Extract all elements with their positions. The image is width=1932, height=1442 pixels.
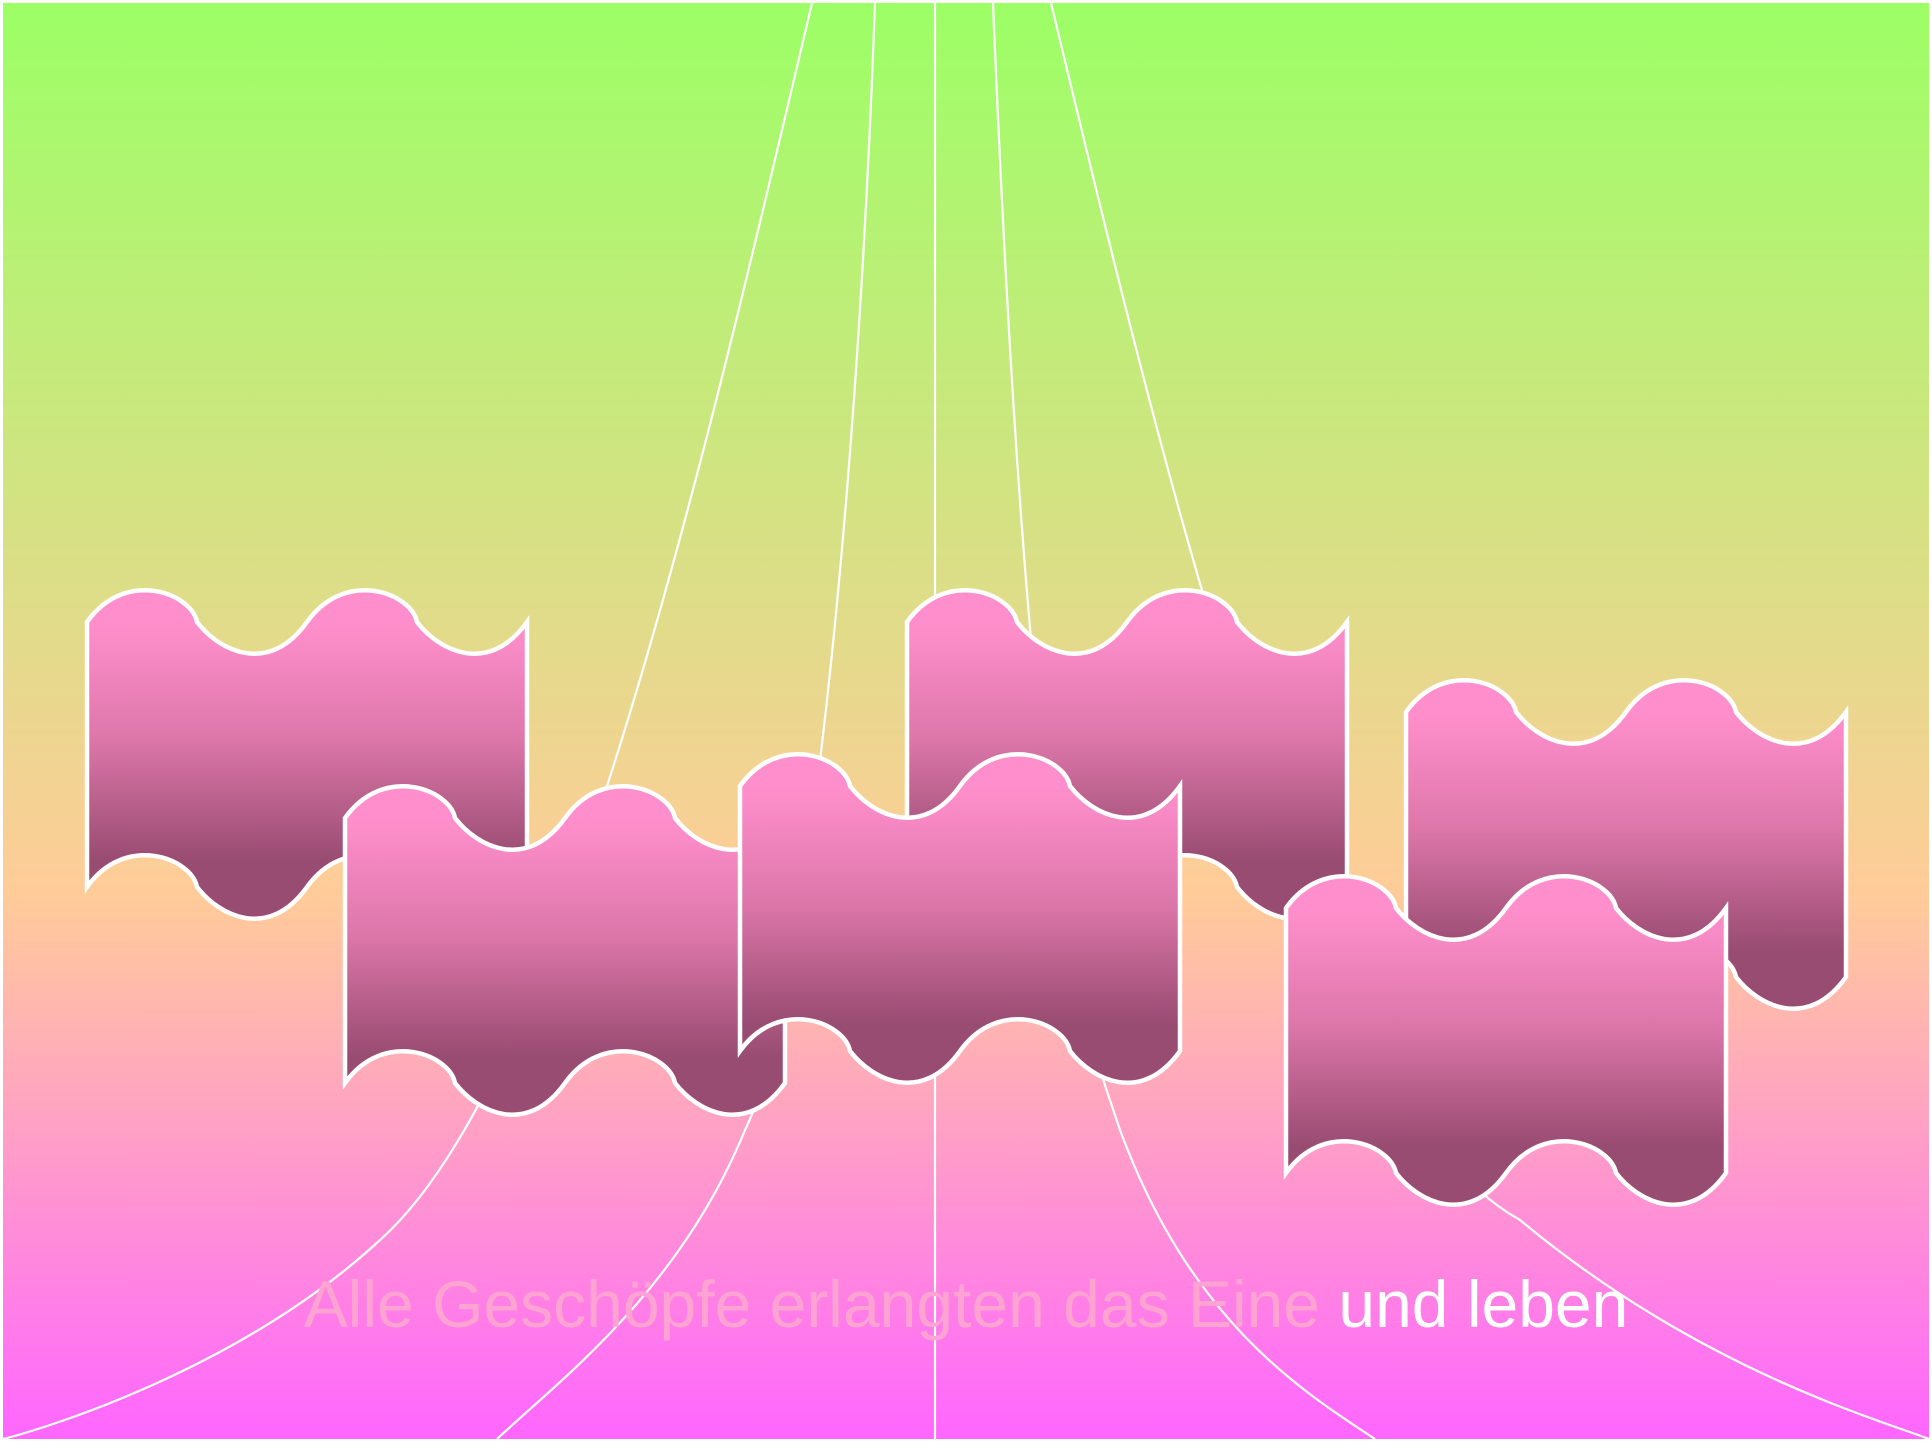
wavy-banner-shape [1283, 874, 1729, 1207]
slide-caption: Alle Geschöpfe erlangten das Eine und le… [0, 1262, 1932, 1346]
caption-bright-text: und leben [1320, 1267, 1629, 1341]
wavy-banners [84, 588, 1849, 1207]
wavy-banner-shape [342, 784, 788, 1117]
caption-faded-text: Alle Geschöpfe erlangten das Eine [303, 1267, 1321, 1341]
wavy-banner-shape [737, 752, 1183, 1085]
